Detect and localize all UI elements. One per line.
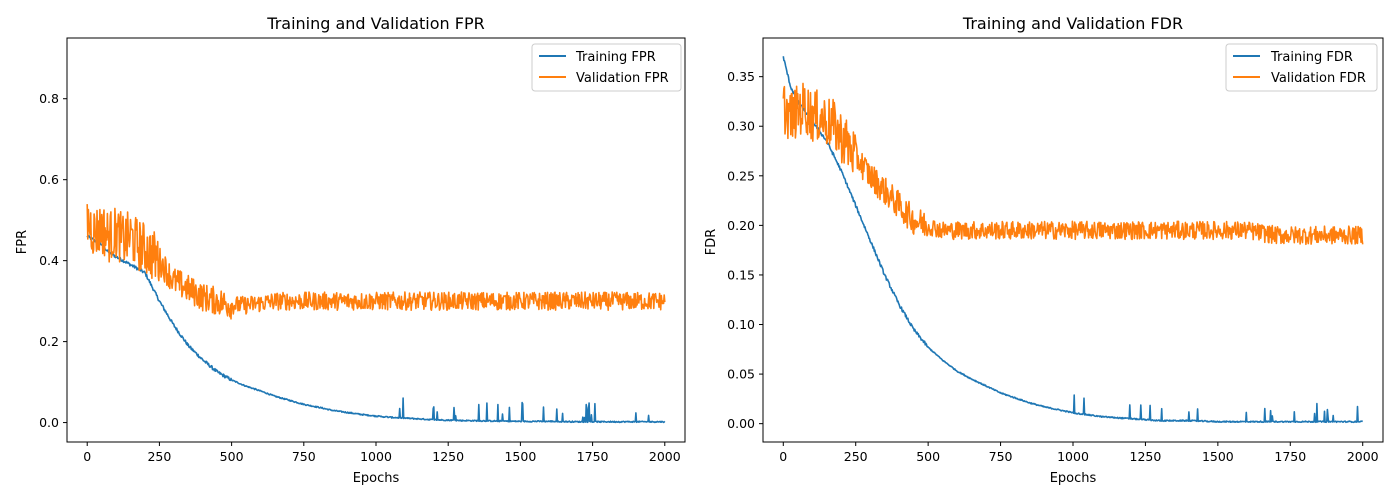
- fpr-x-tick-label: 500: [220, 449, 244, 464]
- fdr-x-tick-label: 1750: [1274, 449, 1306, 464]
- fpr-legend-box: [531, 43, 682, 92]
- fdr-y-tick-label: 0.35: [727, 69, 755, 84]
- fpr-x-tick-label: 750: [292, 449, 316, 464]
- fdr-legend-box: [1225, 43, 1378, 92]
- fdr-x-tick-label: 1250: [1130, 449, 1162, 464]
- fpr-x-tick-label: 0: [83, 449, 91, 464]
- fdr-y-tick-label: 0.25: [727, 168, 755, 183]
- fdr-axes-frame: [762, 37, 1384, 443]
- fdr-legend: Training FDR Validation FDR: [1225, 43, 1378, 92]
- fdr-training-series-line: [782, 56, 1364, 424]
- fdr-x-tick-label: 750: [989, 449, 1013, 464]
- fdr-y-tick-label: 0.15: [727, 267, 755, 282]
- fpr-chart-title: Training and Validation FPR: [266, 14, 484, 33]
- fdr-x-axis-label: Epochs: [1050, 471, 1097, 486]
- fdr-x-tick-label: 0: [779, 449, 787, 464]
- fpr-y-tick-label: 0.8: [39, 91, 59, 106]
- fpr-x-tick-label: 1750: [577, 449, 609, 464]
- fpr-y-tick-label: 0.2: [39, 334, 59, 349]
- fdr-validation-series-line: [782, 82, 1364, 246]
- fdr-x-tick-label: 1500: [1202, 449, 1234, 464]
- fpr-chart-panel: Training and Validation FPR Epochs FPR 0…: [15, 14, 686, 486]
- fdr-x-tick-label: 1000: [1057, 449, 1089, 464]
- fdr-legend-validation-label: Validation FDR: [1271, 71, 1366, 86]
- fpr-x-tick-label: 250: [147, 449, 171, 464]
- fpr-x-tick-label: 1250: [432, 449, 464, 464]
- fpr-y-tick-label: 0.6: [39, 172, 59, 187]
- fdr-x-tick-label: 500: [916, 449, 940, 464]
- fdr-y-tick-label: 0.30: [727, 119, 755, 134]
- fdr-x-tick-label: 250: [844, 449, 868, 464]
- fdr-y-tick-label: 0.05: [727, 367, 755, 382]
- fdr-y-tick-label: 0.00: [727, 416, 755, 431]
- fdr-x-tick-label: 2000: [1347, 449, 1379, 464]
- fpr-validation-series-line: [86, 204, 666, 320]
- fpr-training-series-line: [86, 234, 666, 424]
- fpr-legend-validation-label: Validation FPR: [576, 71, 669, 86]
- fdr-y-axis-label: FDR: [704, 229, 719, 256]
- fdr-legend-training-label: Training FDR: [1270, 50, 1353, 65]
- fdr-chart-title: Training and Validation FDR: [962, 14, 1183, 33]
- fdr-chart-panel: Training and Validation FDR Epochs FDR 0…: [704, 14, 1384, 486]
- fpr-y-tick-label: 0.0: [39, 415, 59, 430]
- fpr-x-axis-label: Epochs: [353, 471, 400, 486]
- fpr-axis-ticks: 0 250 500 750 1000 1250 1500 1750 2000 0.0 0.2 0.4 0…: [39, 91, 681, 464]
- fpr-legend: Training FPR Validation FPR: [531, 43, 682, 92]
- fpr-axes-frame: [66, 37, 686, 443]
- fdr-y-tick-label: 0.20: [727, 218, 755, 233]
- fpr-legend-training-label: Training FPR: [575, 50, 656, 65]
- fpr-y-axis-label: FPR: [15, 230, 30, 254]
- fpr-x-tick-label: 1000: [360, 449, 392, 464]
- fpr-y-tick-label: 0.4: [39, 253, 59, 268]
- fpr-plot-area: [86, 204, 666, 424]
- fdr-axis-ticks: 0 250 500 750 1000 1250 1500 1750 2000 0.00 0.05 0.…: [727, 69, 1379, 464]
- fpr-x-tick-label: 2000: [649, 449, 681, 464]
- fdr-y-tick-label: 0.10: [727, 317, 755, 332]
- fpr-x-tick-label: 1500: [504, 449, 536, 464]
- fdr-plot-area: [782, 56, 1364, 424]
